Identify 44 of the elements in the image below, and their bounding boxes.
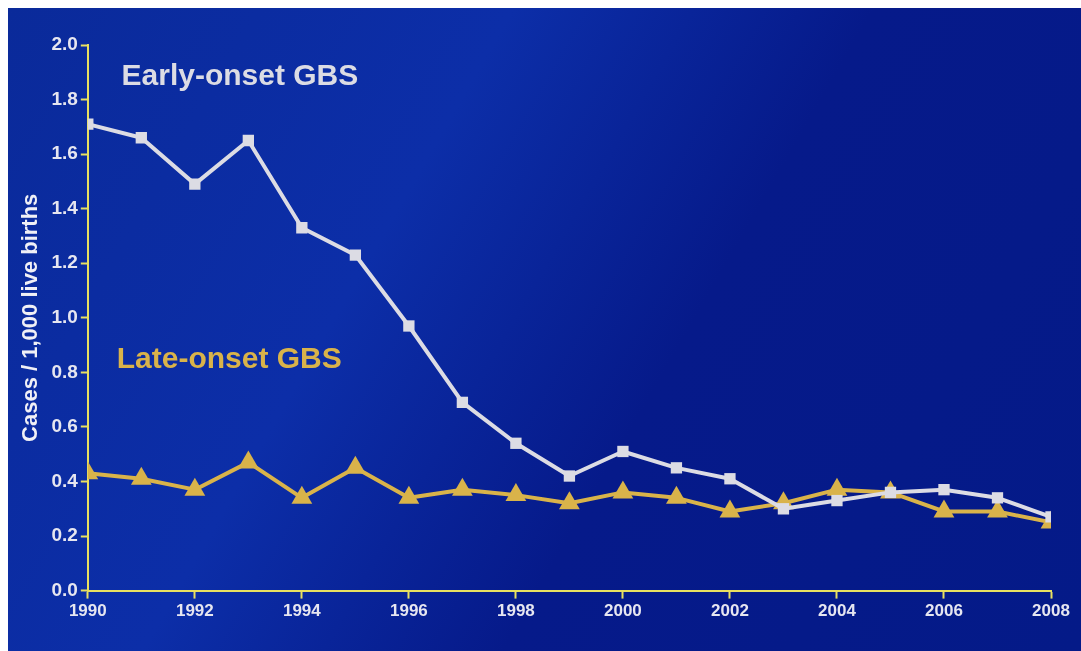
point: [130, 466, 152, 485]
point: [349, 249, 362, 261]
y-axis-title: Cases / 1,000 live births: [17, 193, 43, 442]
point: [719, 499, 741, 518]
x-tick-label: 2006: [925, 601, 963, 621]
point: [451, 477, 473, 496]
y-tick-label: 1.6: [51, 142, 78, 164]
x-tick-label: 1996: [389, 601, 428, 621]
text: Late-onset GBS: [116, 341, 342, 375]
y-tick-label: 1.0: [51, 306, 78, 328]
x-tick-label: 1992: [175, 601, 214, 621]
point: [826, 477, 848, 496]
y-tick-label: 2.0: [51, 33, 78, 55]
y-tick-label: 0.6: [51, 415, 78, 437]
point: [398, 485, 420, 504]
point: [344, 455, 366, 474]
x-tick-label: 1994: [282, 601, 322, 621]
x-tick-label: 2004: [818, 601, 857, 621]
series-label: Early-onset GBS: [121, 57, 359, 91]
point: [666, 485, 687, 504]
point: [184, 477, 206, 496]
x-tick-label: 1998: [496, 601, 535, 621]
point: [189, 178, 201, 190]
point: [505, 483, 527, 502]
y-tick-label: 1.8: [51, 87, 78, 109]
x-tick-label: 2008: [1032, 601, 1070, 621]
x-tick-label: 1990: [68, 601, 107, 621]
x-tick-label: 2000: [604, 601, 642, 621]
y-tick-label: 0.4: [51, 469, 79, 491]
y-tick-label: 0.0: [51, 578, 78, 600]
point: [291, 485, 313, 504]
y-tick-label: 1.2: [51, 251, 78, 273]
point: [559, 491, 580, 510]
point: [933, 499, 955, 518]
y-tick-label: 1.4: [51, 196, 79, 218]
point: [237, 450, 259, 469]
y-tick-label: 0.8: [51, 360, 78, 382]
y-tick-label: 0.2: [51, 524, 78, 546]
point: [296, 222, 308, 234]
point: [135, 132, 147, 144]
point: [403, 320, 415, 332]
x-tick-label: 2002: [711, 601, 749, 621]
point: [242, 134, 254, 147]
point: [612, 480, 634, 499]
